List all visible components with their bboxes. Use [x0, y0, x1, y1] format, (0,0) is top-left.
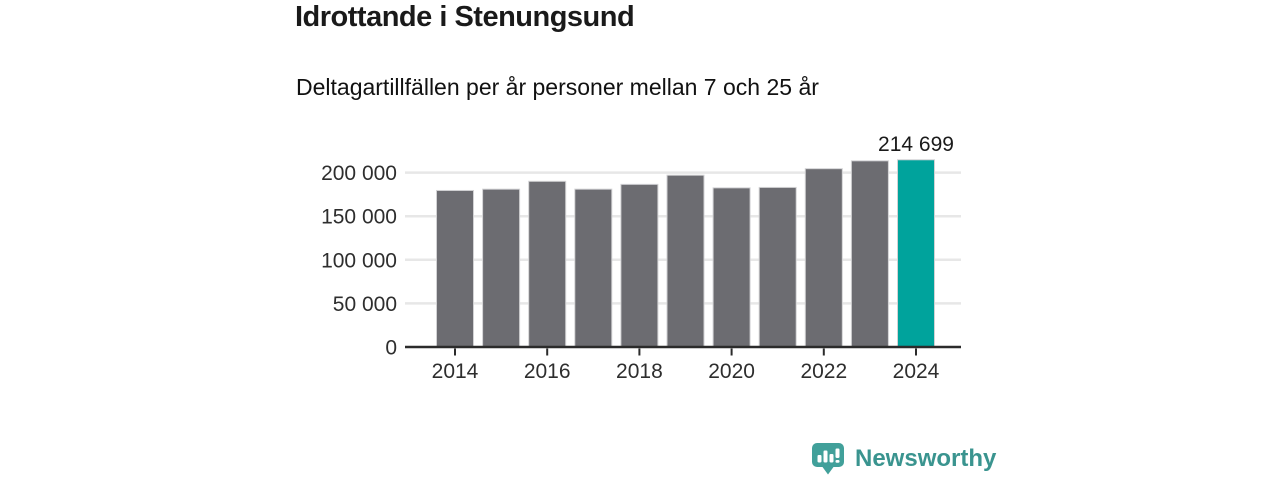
x-tick-label: 2018	[616, 360, 663, 383]
bar-2023	[850, 160, 889, 348]
chart-title: Idrottande i Stenungsund	[295, 1, 635, 33]
newsworthy-logo[interactable]: Newsworthy	[810, 441, 996, 477]
bar-2020	[712, 187, 751, 348]
bar-2017	[574, 188, 613, 348]
newsworthy-logo-text: Newsworthy	[855, 445, 997, 472]
x-tick-label: 2016	[524, 360, 571, 383]
bar-2021	[758, 186, 797, 348]
bar-2024	[897, 159, 935, 348]
x-tick-label: 2024	[893, 360, 940, 383]
y-tick-label: 100 000	[321, 249, 397, 272]
bar-2016	[528, 180, 567, 348]
bar-2015	[482, 188, 521, 348]
bar-2019	[666, 174, 705, 348]
chart-subtitle: Deltagartillfällen per år personer mella…	[296, 74, 819, 100]
y-tick-label: 200 000	[321, 162, 397, 185]
y-tick-label: 150 000	[321, 206, 397, 229]
value-annotation: 214 699	[878, 133, 954, 156]
y-tick-label: 50 000	[333, 293, 397, 316]
y-tick-label: 0	[385, 337, 397, 360]
bar-2014	[436, 189, 474, 348]
x-tick-label: 2022	[800, 360, 847, 383]
bar-2018	[620, 183, 659, 348]
bar-2022	[804, 168, 843, 348]
x-tick-label: 2014	[432, 360, 479, 383]
bar-chart-speech-bubble-icon	[812, 443, 844, 475]
x-tick-label: 2020	[708, 360, 755, 383]
